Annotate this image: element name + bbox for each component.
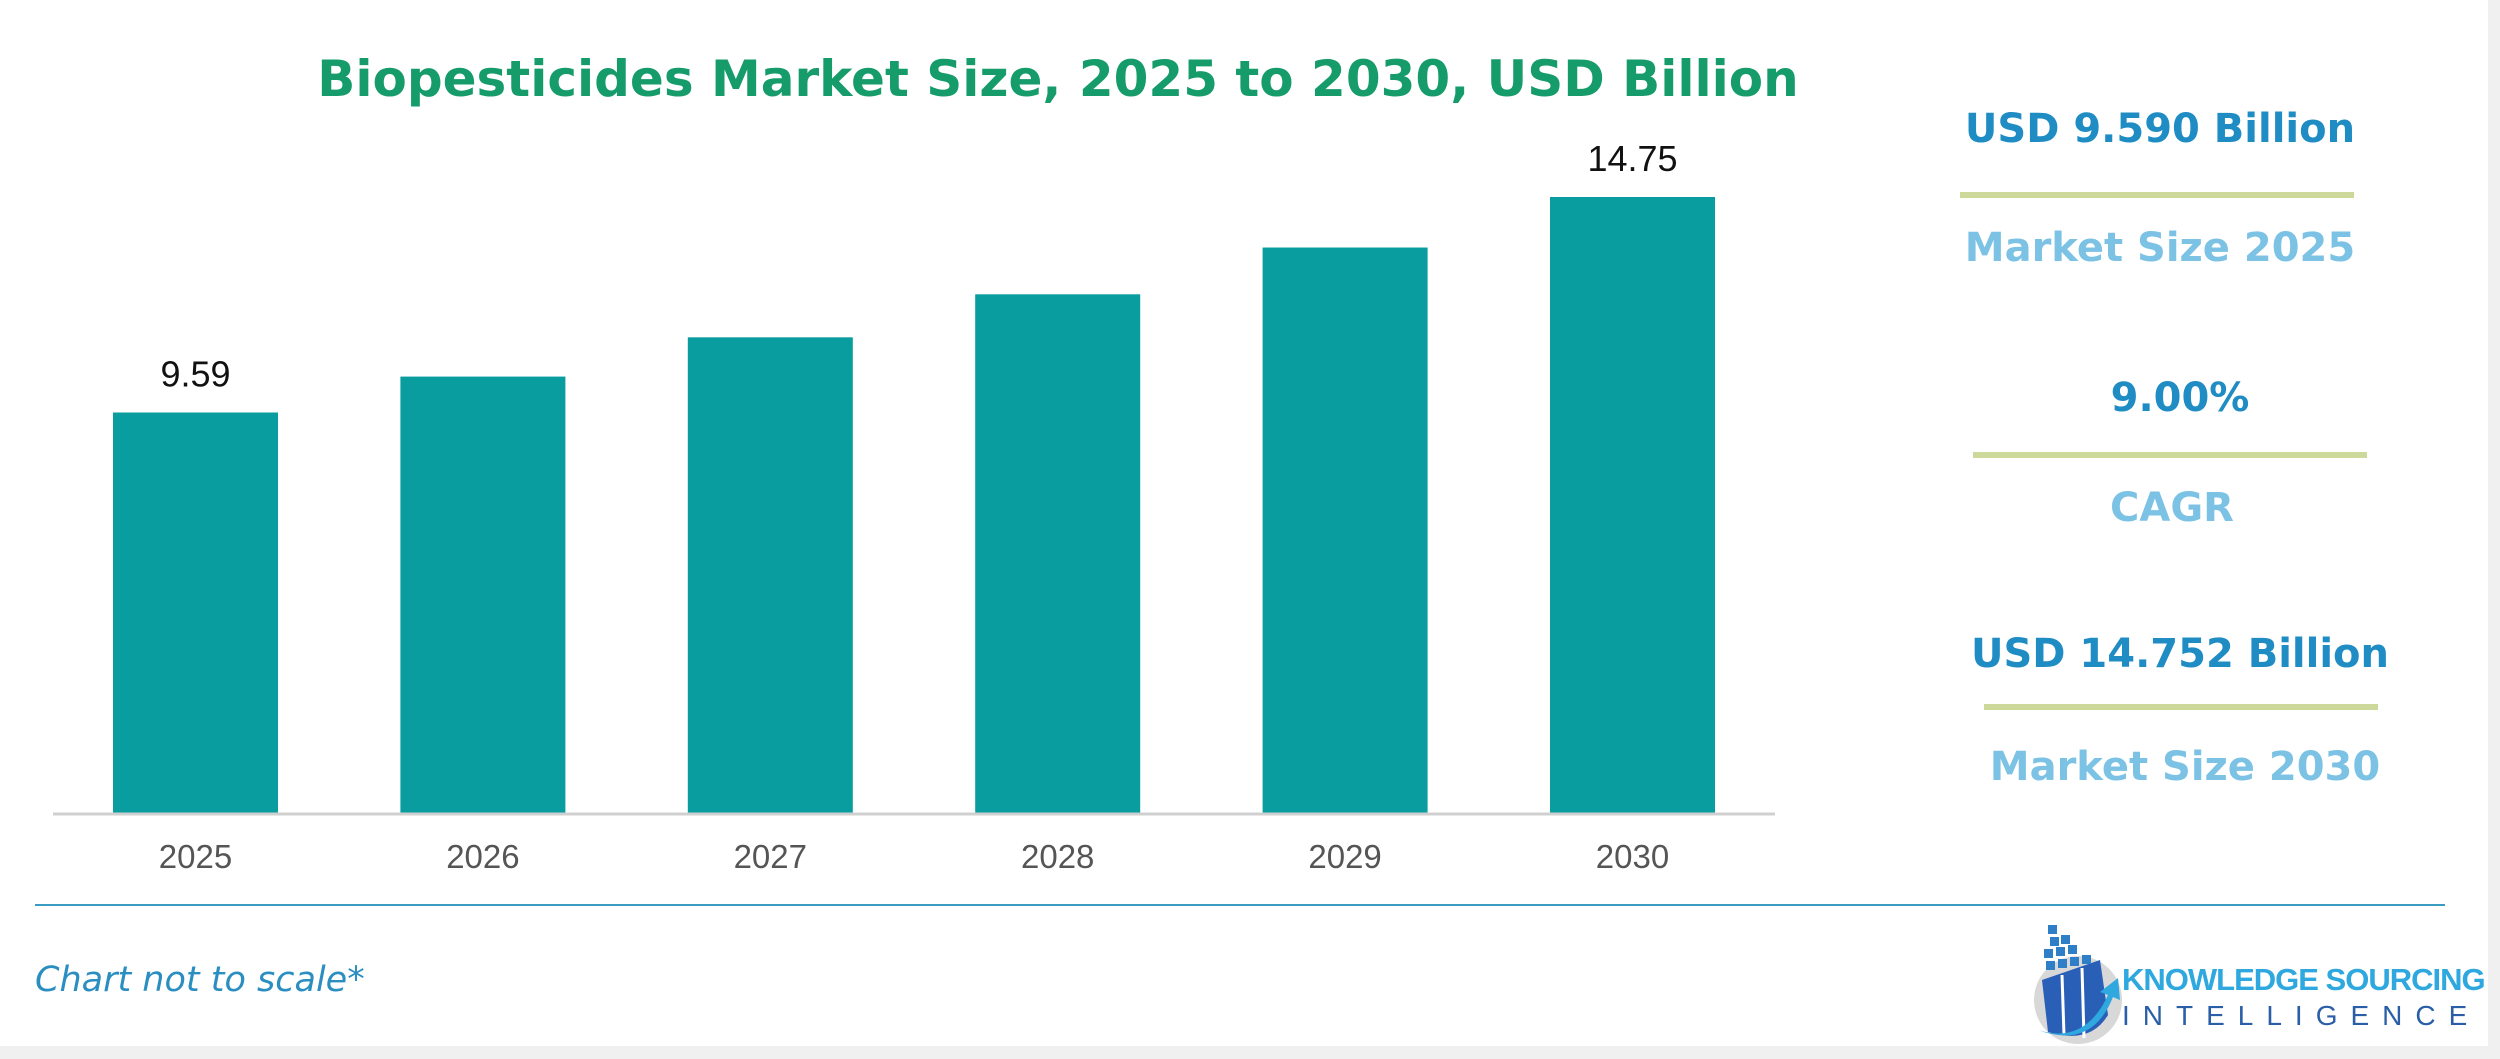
data-label: 9.59 [160,353,230,394]
x-tick-label: 2026 [446,838,519,875]
x-tick-label: 2028 [1021,838,1094,875]
stat-cagr-label: CAGR [2110,485,2234,531]
logo-text-line2: INTELLIGENCE [2122,1000,2481,1031]
footer-divider [35,904,2445,906]
stat-cagr-value: 9.00% [2110,375,2250,421]
x-tick-label: 2030 [1596,838,1669,875]
x-tick-label: 2025 [159,838,232,875]
stat-market-size-2030-label: Market Size 2030 [1989,744,2381,790]
bar-2028 [975,294,1141,813]
bar-chart: 2025 9.59 2026 2027 2028 2029 2030 14.75 [53,138,1775,875]
bar-2027 [687,337,853,813]
bar-2026 [400,376,566,813]
separator [1973,452,2367,458]
chart-title: Biopesticides Market Size, 2025 to 2030,… [317,50,1799,108]
stat-market-size-2030-value: USD 14.752 Billion [1971,631,2389,677]
logo-text-line1: KNOWLEDGE SOURCING [2122,962,2486,997]
company-logo-icon [2034,925,2122,1044]
bar-2029 [1262,247,1428,813]
bar-2025 [113,412,278,813]
x-tick-label: 2029 [1308,838,1381,875]
footer-note: Chart not to scale* [35,960,365,1000]
stat-market-size-2025-label: Market Size 2025 [1964,225,2356,271]
stat-market-size-2025-value: USD 9.590 Billion [1964,106,2356,152]
data-label: 14.75 [1587,138,1677,179]
separator [1960,192,2354,198]
bar-2030 [1550,197,1715,813]
separator [1984,704,2378,710]
x-tick-label: 2027 [734,838,807,875]
